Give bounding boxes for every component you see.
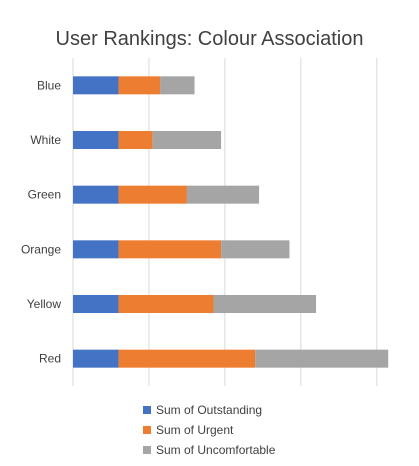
legend-label: Sum of Urgent <box>156 423 234 437</box>
bar-segment <box>73 185 119 204</box>
bar-segment <box>118 131 153 149</box>
bar-segment <box>118 76 161 95</box>
bar-segment <box>255 349 389 368</box>
legend-swatch <box>143 446 151 454</box>
bar-segment <box>186 185 260 204</box>
chart-legend: Sum of Outstanding Sum of Urgent Sum of Un… <box>143 400 275 460</box>
bar-segment <box>73 349 119 368</box>
bar-segment <box>73 240 119 259</box>
bar-segment <box>213 295 317 313</box>
chart-title: User Rankings: Colour Association <box>55 28 364 50</box>
bar-segment <box>73 76 119 95</box>
category-label: White <box>30 133 61 147</box>
legend-swatch <box>143 426 151 434</box>
bar-segment <box>221 240 290 259</box>
legend-label: Sum of Outstanding <box>156 403 263 417</box>
bar-segment <box>118 349 256 368</box>
bar-segment <box>118 295 214 313</box>
bar-segment <box>73 295 119 313</box>
bar-segment <box>118 185 187 204</box>
bar-segment <box>160 76 195 95</box>
category-label: Blue <box>37 78 61 92</box>
legend-item: Sum of Uncomfortable <box>143 440 275 460</box>
bar-segment <box>152 131 222 149</box>
category-label: Red <box>39 352 61 366</box>
category-label: Orange <box>21 242 61 256</box>
category-label: Green <box>28 188 61 202</box>
legend-item: Sum of Urgent <box>143 420 275 440</box>
legend-swatch <box>143 406 151 414</box>
bar-segment <box>118 240 222 259</box>
legend-label: Sum of Uncomfortable <box>156 443 276 457</box>
category-label: Yellow <box>27 297 62 311</box>
legend-item: Sum of Outstanding <box>143 400 275 420</box>
bar-segment <box>73 131 119 149</box>
